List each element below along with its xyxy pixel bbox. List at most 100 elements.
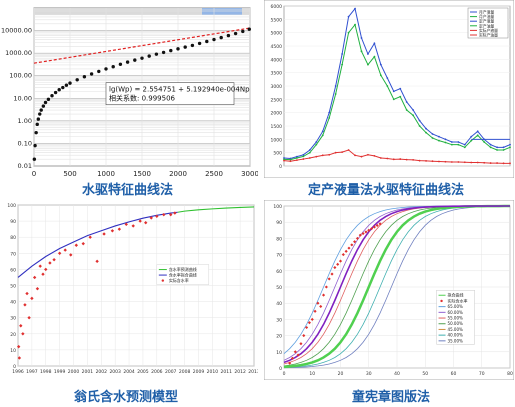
chart-2-svg: 0 500 1000 1500 2000 2500 3000 3500 4000 4500 5000… [263,0,515,179]
legend-label: 月产液量 [479,10,494,15]
data-point [110,229,115,233]
legend-label: 50.00% [448,321,463,326]
y-tick-label: 1500 [271,124,283,130]
x-tick-label: 80 [507,371,513,377]
data-point [219,35,223,40]
x-tick-label: 2011 [221,369,233,375]
data-point [104,67,108,71]
x-tick-label: 2000 [169,170,187,178]
legend-label: 60.00% [448,310,463,315]
y-tick-label: 1000.00 [5,49,32,57]
y-tick-label: 0 [279,366,282,372]
x-tick-label: 50 [422,371,428,377]
data-point [379,63,382,66]
x-tick-label: 2008 [179,369,191,375]
data-point [496,162,498,164]
series-line [283,7,511,160]
y-tick-label: 90 [276,220,282,226]
chart-panel-2: 0 500 1000 1500 2000 2500 3000 3500 4000 4500 5000… [263,0,515,200]
x-tick-label: 500 [63,170,76,178]
data-point [373,42,376,45]
legend-label: 定产油量 [479,23,494,28]
legend-label: 65.00% [448,304,463,309]
data-point [425,127,427,130]
caption-2: 定产液量法水驱特征曲线法 [308,183,465,198]
data-point [392,98,395,101]
y-tick-label: 40 [276,301,282,307]
x-tick-label: 2013 [248,369,258,375]
data-point [360,50,363,53]
y-tick-label: 5500 [271,17,283,23]
y-tick-label: 3500 [271,71,283,77]
data-point [321,130,324,133]
data-point [457,143,460,146]
data-point [25,291,29,296]
data-point [450,141,453,143]
data-point [405,109,408,111]
legend-label: 月产油量 [479,14,494,19]
data-point [476,130,479,133]
x-tick-label: 70 [479,371,485,377]
data-point [50,94,54,98]
y-tick-label: 6000 [271,4,283,10]
data-point [470,135,473,138]
data-point [483,161,486,164]
data-point [293,350,297,354]
data-point [367,153,369,156]
data-point [431,133,434,135]
data-point [38,112,42,116]
data-point [489,162,492,164]
data-point [373,154,376,157]
data-point [233,31,238,36]
y-tick-label: 10 [276,350,282,356]
data-point [509,143,511,146]
y-tick-label: 4500 [271,44,283,50]
data-point [412,158,415,161]
data-point [34,130,38,135]
data-point [299,342,303,346]
legend-label: 45.00% [448,327,463,332]
data-point [289,158,292,161]
data-point [205,39,209,44]
series-line [283,205,511,364]
data-point [289,160,292,163]
data-point [399,87,402,90]
data-point [176,47,180,51]
y-tick-label: 4000 [271,57,283,63]
x-tick-label: 2004 [123,369,135,375]
y-tick-label: 70 [276,253,282,259]
legend-label: 含水率预测曲线 [169,266,197,272]
fit-line [33,27,251,64]
data-point [412,109,415,111]
data-point [296,157,298,159]
y-tick-label: 10000.00 [1,27,32,35]
y-tick-label: 40 [10,300,16,306]
y-tick-label: 3000 [271,84,283,90]
caption-4: 童宪章图版法 [352,390,431,405]
data-point [476,134,479,137]
data-point [425,131,427,134]
y-tick-label: 10.00 [13,94,32,102]
x-tick-label: 2003 [109,369,121,375]
x-tick-label: 20 [338,371,344,377]
data-point [33,143,37,148]
data-point [360,37,363,39]
legend-label: 实际产油量 [479,33,498,38]
y-tick-label: 500 [273,151,282,157]
data-point [360,155,363,158]
y-tick-label: 30 [10,316,16,322]
data-point [341,63,344,66]
data-point [308,151,311,154]
legend-swatch [440,299,443,303]
data-point [321,154,324,157]
data-point [125,60,130,64]
legend-box [156,264,210,285]
y-tick-label: 0 [13,364,16,370]
data-point [154,52,159,56]
data-point [450,143,453,146]
data-point [140,56,144,60]
data-point [149,216,153,220]
data-point [379,157,382,159]
data-point [226,33,231,38]
y-tick-label: 100.00 [9,72,32,80]
